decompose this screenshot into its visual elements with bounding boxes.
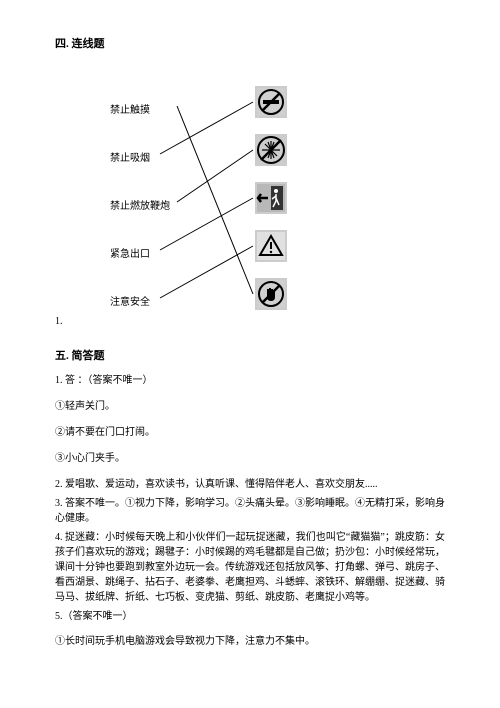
answer-1-head: 1. 答 ：（答案不唯一） [55,373,445,389]
icon-caution [255,230,287,262]
answer-5-head: 5.（答案不唯一） [55,609,445,624]
answer-1-item-3: ③小心门夹手。 [55,451,445,467]
answer-1-item-1: ①轻声关门。 [55,399,445,415]
icon-no-touch [255,278,287,310]
label-caution: 注意安全 [110,293,150,308]
answer-5-item: ①长时间玩手机电脑游戏会导致视力下降，注意力不集中。 [55,634,445,650]
label-no-touch: 禁止触摸 [110,101,150,116]
icon-no-fireworks [255,134,287,166]
label-no-fireworks: 禁止燃放鞭炮 [110,197,170,212]
answer-2: 2. 爱唱歌、爱运动，喜欢读书，认真听课、懂得陪伴老人、喜欢交朋友..... [55,477,445,492]
section-4-title: 四. 连线题 [55,35,445,51]
question-1-number: 1. [55,316,445,327]
icon-no-smoking [255,86,287,118]
section-5-title: 五. 简答题 [55,347,445,363]
answer-4: 4. 捉迷藏：小时候每天晚上和小伙伴们一起玩捉迷藏，我们也叫它“藏猫猫”；跳皮筋… [55,530,445,605]
matching-diagram: 禁止触摸 禁止吸烟 禁止燃放鞭炮 紧急出口 注意安全 [55,61,445,311]
label-no-smoking: 禁止吸烟 [110,149,150,164]
icon-emergency-exit [255,182,287,214]
answer-1-item-2: ②请不要在门口打闹。 [55,425,445,441]
answer-3: 3. 答案不唯一。①视力下降，影响学习。②头痛头晕。③影响睡眠。④无精打采，影响… [55,496,445,526]
label-emergency-exit: 紧急出口 [110,245,150,260]
